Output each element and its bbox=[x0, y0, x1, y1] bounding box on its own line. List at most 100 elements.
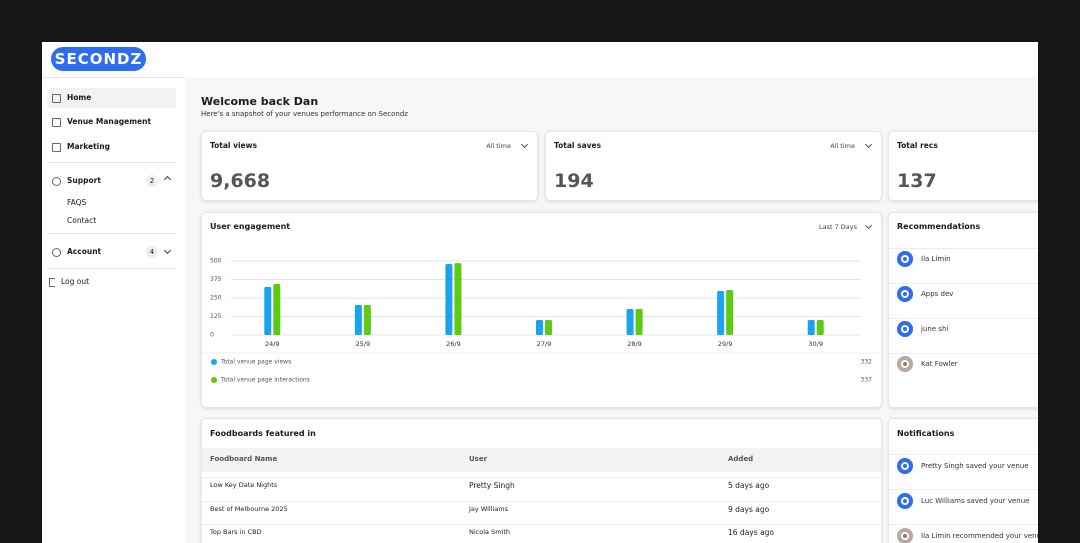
divider bbox=[202, 500, 881, 502]
bar bbox=[454, 263, 462, 335]
card-title: Notifications bbox=[897, 429, 955, 438]
x-tick-label: 30/9 bbox=[808, 340, 823, 348]
bar bbox=[626, 308, 634, 335]
avatar bbox=[897, 321, 913, 337]
stat-label: Total views bbox=[210, 141, 258, 150]
stat-card: Total recs 137 bbox=[888, 131, 1038, 201]
welcome-subtitle: Here's a snapshot of your venues perform… bbox=[201, 110, 408, 118]
stat-value: 9,668 bbox=[210, 170, 271, 192]
bar bbox=[635, 308, 643, 335]
divider bbox=[47, 233, 176, 234]
divider bbox=[889, 283, 1038, 284]
filter[interactable]: All time bbox=[830, 142, 855, 150]
app: SECONDZ Home Venue Management Marketing Sup… bbox=[42, 42, 1038, 543]
nav-subitem[interactable]: Contact bbox=[67, 216, 97, 225]
legend-label: Total venue page interactions bbox=[220, 377, 310, 384]
nav-item[interactable]: Home bbox=[67, 93, 92, 102]
x-tick-label: 24/9 bbox=[265, 340, 280, 348]
legend-dot bbox=[211, 377, 217, 383]
x-tick-label: 27/9 bbox=[537, 340, 552, 348]
x-tick-label: 28/9 bbox=[627, 340, 642, 348]
nav-icon bbox=[52, 177, 61, 186]
nav-item[interactable]: Account bbox=[67, 247, 102, 256]
table-cell[interactable]: Low Key Date Nights bbox=[210, 481, 278, 489]
nav-icon bbox=[52, 248, 61, 257]
stat-value: 194 bbox=[554, 170, 594, 192]
nav-item[interactable]: Venue Management bbox=[67, 117, 152, 126]
badge: 2 bbox=[146, 175, 158, 187]
divider bbox=[889, 353, 1038, 354]
table-cell: 5 days ago bbox=[728, 481, 770, 490]
legend-label: Total venue page views bbox=[220, 359, 291, 366]
list-item[interactable]: Apps dev bbox=[921, 290, 954, 298]
filter[interactable]: Last 7 Days bbox=[818, 223, 857, 231]
logout-icon bbox=[49, 278, 55, 287]
legend-total: 337 bbox=[861, 377, 873, 384]
list-item[interactable]: Kat Fowler bbox=[921, 360, 958, 368]
nav-subitem[interactable]: FAQS bbox=[67, 198, 87, 207]
y-tick-label: 250 bbox=[210, 295, 222, 302]
stat-value: 137 bbox=[897, 170, 937, 192]
card-title: Recommendations bbox=[897, 222, 981, 231]
list-item[interactable]: june shi bbox=[921, 325, 949, 333]
y-tick-label: 125 bbox=[210, 313, 222, 320]
recommendations-card: Recommendations Ila Limin Apps dev june shi… bbox=[888, 212, 1038, 408]
x-tick-label: 26/9 bbox=[446, 340, 461, 348]
legend-total: 332 bbox=[861, 359, 873, 366]
table-header-bg bbox=[202, 448, 881, 472]
foodboards-card: Foodboards featured in Foodboard Name User… bbox=[201, 418, 882, 543]
table-cell: Jay Williams bbox=[469, 504, 509, 513]
bar bbox=[807, 320, 815, 335]
nav-icon bbox=[52, 143, 61, 152]
sidebar: Home Venue Management Marketing Support 2 Acc… bbox=[42, 78, 186, 543]
avatar bbox=[897, 528, 913, 543]
nav-icon bbox=[52, 94, 61, 103]
chevron[interactable] bbox=[163, 175, 172, 184]
chevron[interactable] bbox=[864, 140, 873, 149]
welcome-title: Welcome back Dan bbox=[201, 95, 319, 108]
stat-card: Total views All time 9,668 bbox=[201, 131, 538, 201]
table-cell: 16 days ago bbox=[728, 528, 774, 537]
divider bbox=[889, 318, 1038, 319]
bar bbox=[354, 304, 362, 335]
nav-item[interactable]: Support bbox=[67, 176, 101, 185]
table-cell: Nicola Smith bbox=[469, 528, 511, 536]
stat-card: Total saves All time 194 bbox=[545, 131, 882, 201]
y-tick-label: 500 bbox=[210, 258, 222, 265]
list-item[interactable]: Ila Limin bbox=[921, 255, 951, 263]
list-item[interactable]: Luc Williams saved your venue bbox=[921, 497, 1030, 505]
divider bbox=[202, 524, 881, 525]
bar bbox=[545, 320, 552, 335]
divider bbox=[889, 454, 1038, 455]
divider bbox=[202, 477, 881, 478]
avatar bbox=[897, 251, 913, 267]
avatar bbox=[897, 286, 913, 302]
divider bbox=[47, 268, 176, 269]
bar bbox=[726, 290, 734, 335]
logo[interactable]: SECONDZ bbox=[51, 47, 146, 71]
filter[interactable]: All time bbox=[486, 142, 511, 150]
y-tick-label: 375 bbox=[210, 276, 222, 283]
nav-item[interactable]: Log out bbox=[61, 277, 90, 286]
bar bbox=[445, 263, 453, 335]
list-item[interactable]: Pretty Singh saved your venue bbox=[921, 462, 1029, 470]
list-item[interactable]: Ila Limin recommended your venue bbox=[921, 532, 1038, 540]
nav-item[interactable]: Marketing bbox=[67, 142, 110, 151]
column-header: User bbox=[469, 455, 488, 463]
main: Welcome back Dan Here's a snapshot of yo… bbox=[185, 77, 1038, 543]
chevron[interactable] bbox=[163, 246, 172, 255]
table-cell: Pretty Singh bbox=[469, 481, 515, 490]
column-header: Foodboard Name bbox=[210, 455, 278, 463]
bar bbox=[536, 320, 543, 335]
legend-dot bbox=[211, 359, 217, 365]
chart-card: User engagement Last 7 Days 0 125 250 375 500 2… bbox=[201, 212, 882, 408]
table-cell[interactable]: Top Bars in CBD bbox=[210, 528, 262, 536]
chart: 0 125 250 375 500 24/9 25/9 26/9 27/9 28/9 29/9 30/… bbox=[202, 258, 881, 384]
table-cell[interactable]: Best of Melbourne 2025 bbox=[210, 504, 288, 513]
stat-label: Total saves bbox=[554, 141, 602, 150]
avatar bbox=[897, 356, 913, 372]
stat-label: Total recs bbox=[897, 141, 938, 150]
divider bbox=[889, 248, 1038, 249]
chevron[interactable] bbox=[520, 140, 529, 149]
